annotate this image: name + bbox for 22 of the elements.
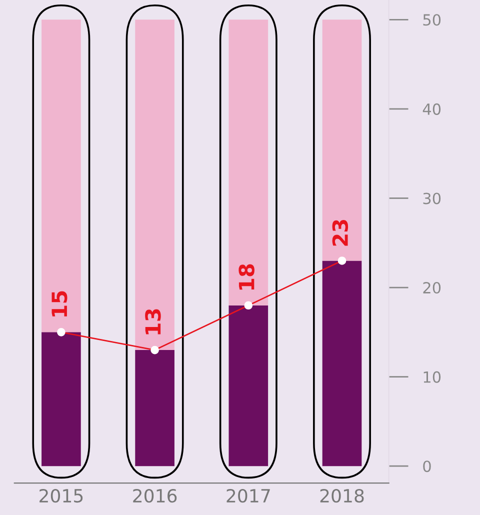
y-tick-label: 50 <box>423 14 441 26</box>
data-label: 15 <box>52 291 68 316</box>
x-tick-label: 2015 <box>40 488 83 503</box>
bar <box>42 20 81 332</box>
data-label: 13 <box>145 309 161 334</box>
y-tick-label: 20 <box>423 282 441 294</box>
x-tick-label: 2018 <box>320 488 364 503</box>
bar <box>228 20 268 306</box>
y-tick-label: 30 <box>423 192 441 204</box>
x-tick-label: 2016 <box>133 488 177 503</box>
y-tick-label: 40 <box>422 103 441 115</box>
bar <box>322 260 362 466</box>
x-tick-label: 2017 <box>226 488 270 503</box>
bar <box>42 332 81 466</box>
y-tick-label: 0 <box>423 460 431 472</box>
y-tick-label: 10 <box>424 371 441 383</box>
bar <box>322 20 362 261</box>
bar <box>135 20 174 350</box>
data-label: 23 <box>332 220 348 246</box>
bar <box>228 305 268 466</box>
data-label: 18 <box>238 264 254 290</box>
bar <box>135 350 174 466</box>
